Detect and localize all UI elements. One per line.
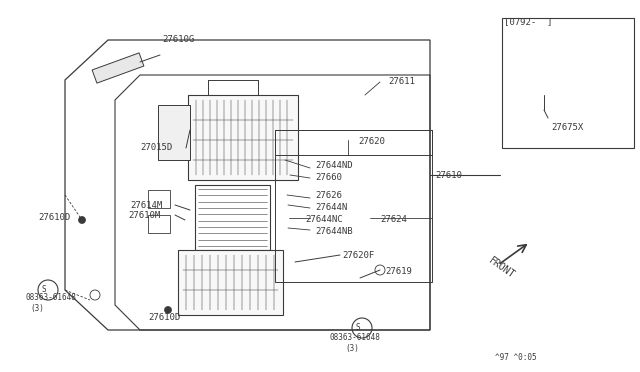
Bar — [148, 190, 170, 208]
Text: 27620: 27620 — [358, 138, 385, 147]
Text: (3): (3) — [345, 343, 359, 353]
Text: [0792-  ]: [0792- ] — [504, 17, 552, 26]
Text: 27610D: 27610D — [38, 214, 70, 222]
Text: 27610M: 27610M — [128, 212, 160, 221]
Text: 27660: 27660 — [315, 173, 342, 183]
Circle shape — [79, 217, 86, 224]
Text: 27610: 27610 — [435, 170, 462, 180]
Text: 27644N: 27644N — [315, 203, 348, 212]
Text: 27644NC: 27644NC — [305, 215, 342, 224]
Text: 27610D: 27610D — [148, 314, 180, 323]
Circle shape — [164, 307, 172, 314]
FancyBboxPatch shape — [188, 95, 298, 180]
Text: 27611: 27611 — [388, 77, 415, 87]
Text: FRONT: FRONT — [487, 256, 516, 280]
FancyBboxPatch shape — [533, 68, 555, 97]
Text: 27015D: 27015D — [140, 144, 172, 153]
Text: 27675X: 27675X — [551, 122, 583, 131]
FancyBboxPatch shape — [178, 250, 283, 315]
Text: 27644NB: 27644NB — [315, 228, 353, 237]
Text: 08363-61648: 08363-61648 — [25, 294, 76, 302]
Text: 27620F: 27620F — [342, 250, 374, 260]
Text: 08363-61648: 08363-61648 — [330, 334, 381, 343]
Text: ^97 ^0:05: ^97 ^0:05 — [495, 353, 536, 362]
Polygon shape — [92, 53, 144, 83]
Text: 27626: 27626 — [315, 190, 342, 199]
Text: S: S — [356, 324, 360, 333]
Bar — [502, 18, 634, 148]
Text: (3): (3) — [30, 304, 44, 312]
FancyBboxPatch shape — [158, 105, 190, 160]
Bar — [195, 185, 270, 250]
Text: S: S — [42, 285, 46, 295]
Text: 27610G: 27610G — [162, 35, 195, 45]
Text: 27624: 27624 — [380, 215, 407, 224]
Bar — [148, 215, 170, 233]
Text: 27644ND: 27644ND — [315, 160, 353, 170]
Text: 27614M: 27614M — [130, 201, 163, 209]
Text: 27619: 27619 — [385, 267, 412, 276]
